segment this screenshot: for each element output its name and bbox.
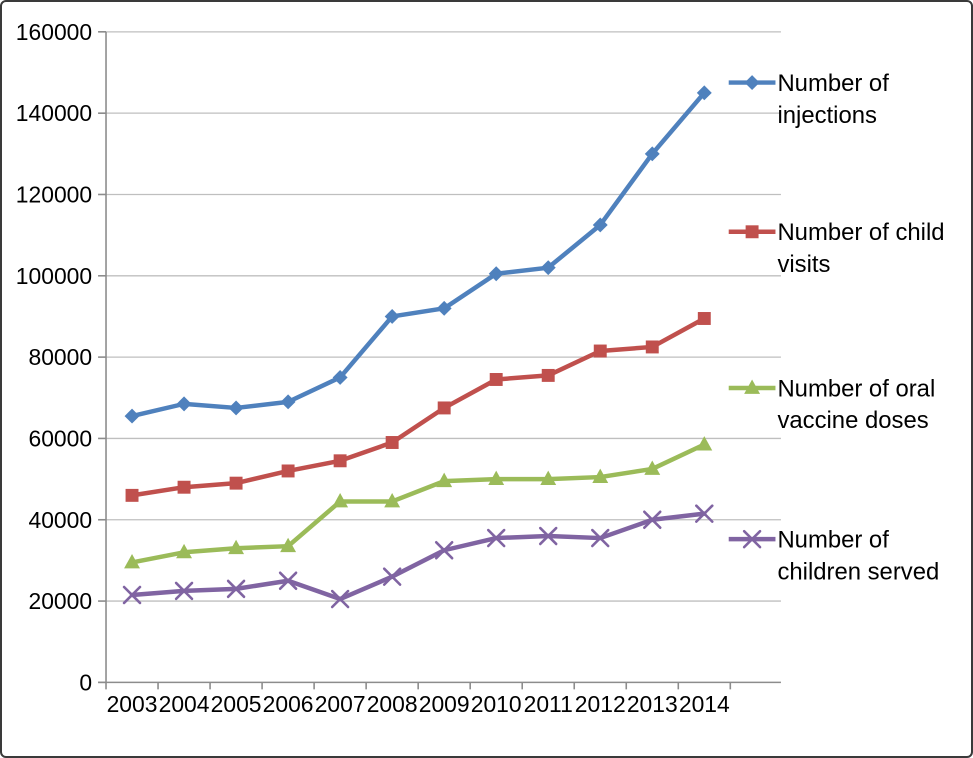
- series-line: [129, 511, 707, 602]
- data-point-marker: [541, 368, 555, 382]
- legend-label: Number of oral: [777, 375, 935, 402]
- series-number-of-injections: [124, 85, 712, 424]
- data-point-marker: [486, 528, 506, 548]
- x-axis-tick-label: 2008: [367, 691, 418, 717]
- data-point-marker: [592, 468, 609, 484]
- data-point-marker: [228, 400, 244, 416]
- x-axis-tick-label: 2007: [315, 691, 366, 717]
- series-number-of-child-visits: [125, 312, 711, 502]
- y-axis-tick-label: 60000: [29, 425, 93, 451]
- data-point-marker: [382, 567, 402, 586]
- data-point-marker: [745, 225, 759, 239]
- y-axis-tick-label: 20000: [29, 588, 93, 614]
- legend-label: Number of: [777, 70, 889, 97]
- series-line: [129, 442, 707, 565]
- data-point-marker: [697, 312, 711, 325]
- data-point-marker: [644, 460, 661, 475]
- legend-label: visits: [777, 251, 830, 278]
- data-point-marker: [744, 379, 761, 394]
- data-point-marker: [384, 493, 401, 508]
- data-point-marker: [228, 539, 245, 555]
- data-point-marker: [278, 571, 298, 590]
- data-point-marker: [437, 401, 451, 415]
- data-point-marker: [592, 217, 608, 233]
- data-point-marker: [226, 579, 246, 599]
- data-point-marker: [540, 470, 557, 486]
- y-axis-tick-label: 100000: [16, 263, 92, 289]
- x-axis-tick-label: 2006: [263, 691, 314, 717]
- data-point-marker: [122, 585, 142, 605]
- y-axis-tick-label: 40000: [29, 507, 93, 533]
- x-axis-tick-label: 2009: [419, 691, 470, 717]
- data-point-marker: [177, 480, 191, 494]
- y-axis-tick-label: 140000: [16, 100, 92, 126]
- series-line: [129, 90, 707, 419]
- legend-item-number-of-injections: Number of injections: [728, 70, 889, 129]
- y-axis-tick-label: 0: [79, 669, 92, 695]
- data-point-marker: [695, 504, 714, 523]
- legend-label: children served: [777, 558, 939, 585]
- data-point-marker: [434, 540, 454, 560]
- x-axis-tick-label: 2014: [679, 691, 730, 717]
- data-point-marker: [385, 436, 399, 449]
- data-point-marker: [125, 488, 139, 502]
- data-point-marker: [176, 396, 192, 412]
- legend-item-number-of-children-served: Number of children served: [728, 527, 939, 585]
- x-axis-tick-label: 2010: [471, 691, 522, 717]
- data-point-marker: [333, 454, 347, 468]
- data-point-marker: [174, 581, 194, 601]
- data-point-marker: [280, 394, 296, 410]
- data-point-marker: [124, 553, 140, 569]
- legend-item-number-of-child-visits: Number of child visits: [728, 219, 945, 278]
- data-point-marker: [330, 589, 350, 609]
- legend-label: Number of: [777, 527, 889, 554]
- legend-item-number-of-oral-vaccine-doses: Number of oral vaccine doses: [728, 375, 935, 434]
- series-line: [129, 316, 707, 498]
- data-point-marker: [645, 340, 659, 354]
- data-point-marker: [590, 528, 610, 548]
- data-point-marker: [488, 470, 505, 486]
- x-axis-tick-label: 2003: [107, 691, 158, 717]
- data-point-marker: [643, 510, 662, 530]
- data-point-marker: [229, 476, 243, 490]
- data-point-marker: [280, 537, 297, 553]
- data-point-marker: [176, 543, 193, 559]
- data-point-marker: [281, 464, 295, 478]
- x-axis-tick-label: 2004: [159, 691, 210, 717]
- data-point-marker: [696, 85, 712, 101]
- data-point-marker: [124, 408, 140, 424]
- x-axis-tick-label: 2013: [627, 691, 678, 717]
- legend-label: Number of child: [777, 219, 944, 246]
- x-axis-tick-label: 2005: [211, 691, 262, 717]
- x-axis-tick-label: 2011: [524, 691, 573, 717]
- data-point-marker: [538, 526, 558, 546]
- data-point-marker: [744, 75, 760, 91]
- y-axis-tick-label: 120000: [16, 181, 92, 207]
- y-axis-tick-label: 80000: [29, 344, 93, 370]
- y-axis-tick-label: 160000: [16, 19, 92, 45]
- data-point-marker: [696, 436, 713, 451]
- data-point-marker: [489, 373, 503, 386]
- data-point-marker: [593, 344, 607, 358]
- x-axis-tick-label: 2012: [575, 691, 626, 717]
- data-point-marker: [332, 493, 349, 508]
- legend-label: vaccine doses: [777, 407, 928, 434]
- series-number-of-children-served: [122, 504, 714, 609]
- series-number-of-oral-vaccine-doses: [124, 436, 713, 569]
- data-point-marker: [436, 472, 453, 488]
- legend-label: injections: [777, 102, 877, 129]
- data-point-marker: [742, 529, 762, 549]
